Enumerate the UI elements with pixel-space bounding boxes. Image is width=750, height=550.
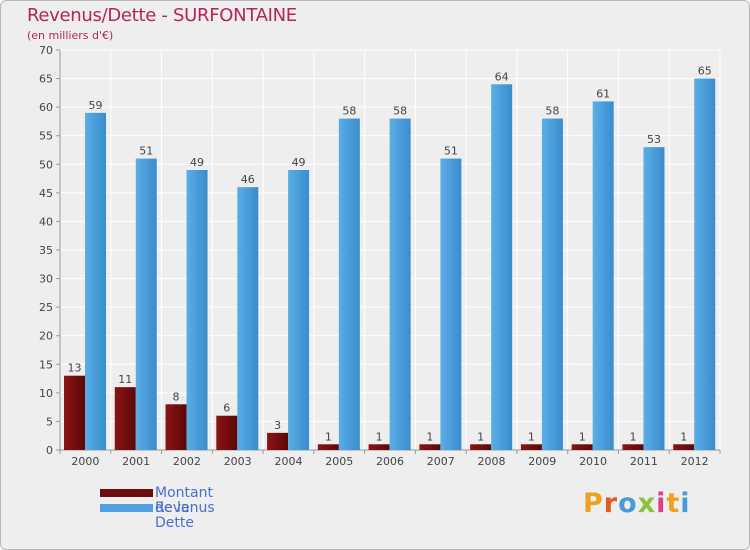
logo-letter: i [656,488,667,519]
data-label-dette: 8 [173,390,180,403]
y-tick-label: 20 [39,330,53,343]
x-tick-label: 2007 [427,455,455,468]
logo-letter: x [637,488,657,519]
data-label-dette: 1 [376,430,383,443]
data-label-revenus: 49 [190,156,204,169]
y-tick-label: 35 [39,244,53,257]
bar-revenus [440,158,462,451]
x-tick-label: 2004 [274,455,302,468]
y-tick-label: 65 [39,73,53,86]
bar-dette [470,444,492,450]
y-tick-label: 70 [39,44,53,57]
data-label-dette: 11 [118,373,132,386]
bar-dette [520,444,542,450]
data-label-dette: 1 [579,430,586,443]
y-tick-label: 10 [39,387,53,400]
data-label-dette: 1 [528,430,535,443]
logo-letter: o [618,488,638,519]
bar-revenus [186,170,208,450]
bar-revenus [643,147,665,450]
legend-label-revenus: Revenus [155,500,215,516]
data-label-revenus: 46 [241,173,255,186]
bar-dette [368,444,390,450]
x-tick-label: 2003 [224,455,252,468]
bar-revenus [491,84,513,451]
data-label-revenus: 61 [596,87,610,100]
bar-dette [622,444,644,450]
bar-revenus [135,158,157,451]
bar-revenus [237,187,259,450]
data-label-dette: 1 [426,430,433,443]
logo-letter: t [666,488,681,519]
data-label-revenus: 65 [698,65,712,78]
legend-swatch-dette [100,489,153,497]
bar-dette [267,432,289,450]
x-tick-label: 2010 [579,455,607,468]
bar-dette [64,375,85,450]
legend-label-dette: Montant de la Dette [155,485,213,531]
x-tick-label: 2006 [376,455,404,468]
data-label-revenus: 64 [495,70,509,83]
x-tick-label: 2012 [681,455,709,468]
bar-revenus [592,101,614,450]
bar-dette [165,404,187,450]
data-label-dette: 1 [680,430,687,443]
data-label-dette: 1 [325,430,332,443]
x-tick-label: 2009 [528,455,556,468]
proxiti-logo: Proxiti [583,488,691,519]
data-label-revenus: 49 [292,156,306,169]
x-tick-label: 2005 [325,455,353,468]
bar-dette [216,415,238,450]
y-tick-label: 50 [39,158,53,171]
y-tick-label: 40 [39,215,53,228]
bar-dette [114,387,136,450]
x-tick-label: 2011 [630,455,658,468]
chart-title: Revenus/Dette - SURFONTAINE [27,5,297,26]
data-label-dette: 3 [274,419,281,432]
bar-revenus [288,170,310,450]
x-tick-label: 2008 [478,455,506,468]
chart-subtitle: (en milliers d'€) [27,29,114,42]
y-tick-label: 60 [39,101,53,114]
logo-letter: P [583,488,604,519]
bar-revenus [338,118,360,451]
data-label-revenus: 53 [647,133,661,146]
bar-dette [419,444,441,450]
y-tick-label: 15 [39,358,53,371]
data-label-dette: 13 [68,362,82,375]
data-label-revenus: 58 [393,105,407,118]
bar-dette [317,444,339,450]
data-label-revenus: 59 [89,99,103,112]
data-label-revenus: 51 [444,145,458,158]
data-label-revenus: 58 [545,105,559,118]
data-label-dette: 1 [477,430,484,443]
x-tick-label: 2001 [122,455,150,468]
legend-swatch-revenus [100,504,153,512]
bar-dette [571,444,593,450]
logo-letter: i [680,488,691,519]
data-label-revenus: 58 [342,105,356,118]
y-tick-label: 5 [46,415,53,428]
bar-revenus [389,118,411,451]
y-tick-label: 30 [39,273,53,286]
bar-dette [673,444,695,450]
data-label-dette: 6 [223,402,230,415]
y-tick-label: 0 [46,444,53,457]
x-tick-label: 2000 [71,455,99,468]
x-tick-label: 2002 [173,455,201,468]
bar-revenus [85,112,106,450]
bar-revenus [541,118,563,451]
data-label-dette: 1 [629,430,636,443]
data-label-revenus: 51 [139,145,153,158]
y-tick-label: 25 [39,301,53,314]
y-tick-label: 45 [39,187,53,200]
logo-letter: r [603,488,619,519]
y-tick-label: 55 [39,130,53,143]
bar-revenus [694,78,716,451]
